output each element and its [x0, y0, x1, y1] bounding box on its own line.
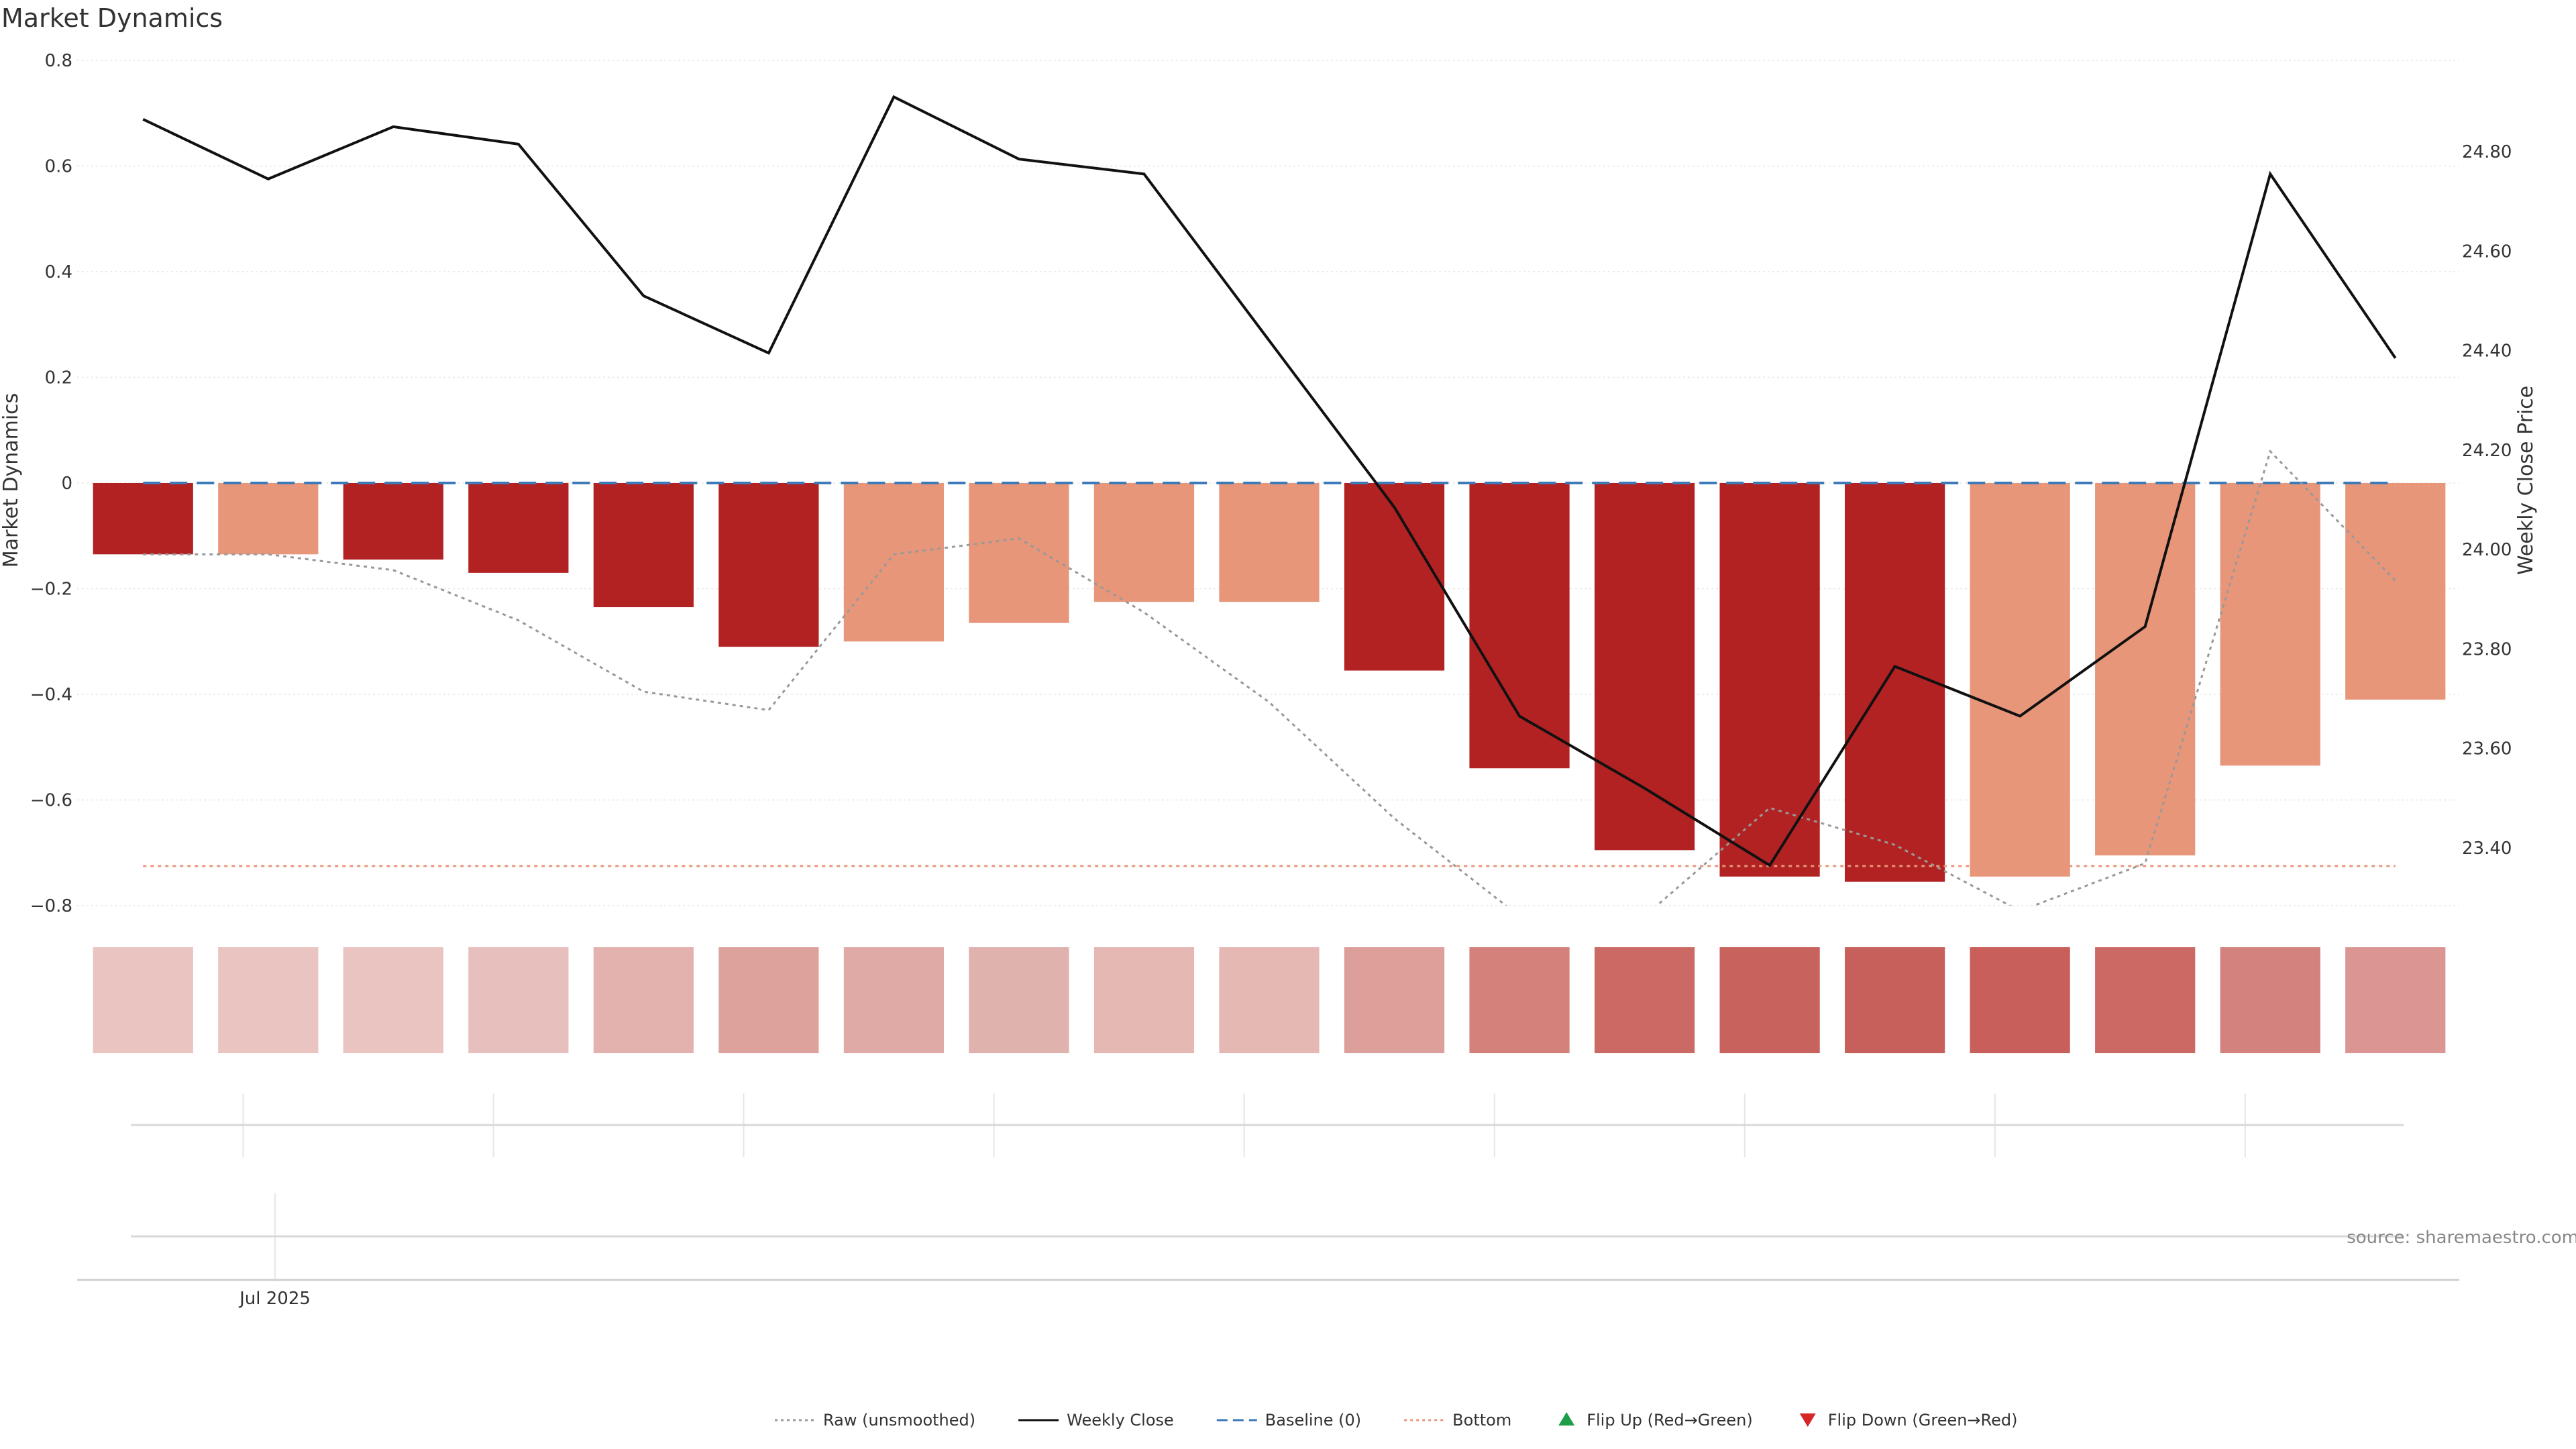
- right-axis-ticks: 24.80 24.60 24.40 24.20 24.00 23.80 23.60 23.40: [2462, 142, 2512, 859]
- y-tick-label: 0.4: [45, 262, 72, 282]
- y-tick-label: −0.4: [30, 685, 72, 705]
- bar: [1093, 483, 1195, 602]
- heat-cell: [1719, 947, 1820, 1053]
- heat-cell: [1970, 947, 2070, 1053]
- heat-cell: [1845, 947, 1945, 1053]
- bar: [218, 483, 319, 555]
- bar: [1845, 483, 1945, 882]
- heat-cell: [218, 947, 319, 1053]
- y-tick-label: 0.6: [45, 157, 72, 177]
- heat-cell: [1594, 947, 1695, 1053]
- bar: [1970, 483, 2070, 877]
- left-axis-ticks: 0.8 0.6 0.4 0.2 0 −0.2 −0.4 −0.6 −0.8: [30, 51, 72, 916]
- y2-tick-label: 24.60: [2462, 241, 2512, 262]
- bar: [843, 483, 945, 642]
- heat-cell: [969, 947, 1069, 1053]
- heat-cell: [468, 947, 569, 1053]
- heat-cell: [843, 947, 945, 1053]
- reference-lines: [143, 482, 2396, 867]
- bar: [2345, 483, 2446, 700]
- bar: [1344, 483, 1445, 671]
- legend-item: Raw (unsmoothed): [775, 1411, 975, 1430]
- y-tick-label: −0.8: [30, 896, 72, 916]
- y2-axis-label: Weekly Close Price: [2514, 386, 2538, 575]
- legend: Raw (unsmoothed) Weekly Close Baseline (0)…: [775, 1411, 2018, 1430]
- y2-tick-label: 23.80: [2462, 639, 2512, 659]
- heat-cell: [93, 947, 193, 1053]
- bar: [593, 483, 694, 608]
- chart-title: Market Dynamics: [1, 3, 223, 33]
- heat-cell: [2095, 947, 2196, 1053]
- heat-cell: [2220, 947, 2320, 1053]
- raw-line-layer: [143, 449, 2396, 906]
- bar: [468, 483, 569, 573]
- raw-line: [143, 449, 2396, 906]
- weekly-close-layer: [142, 95, 2397, 867]
- bar: [1594, 483, 1695, 851]
- date-axis-panel: Jul 2025: [77, 1193, 2459, 1309]
- y-tick-label: 0.8: [45, 51, 72, 71]
- bar: [2095, 483, 2196, 856]
- y-tick-label: −0.2: [30, 580, 72, 600]
- flip-down-icon: [1799, 1413, 1816, 1427]
- source-note: source: sharemaestro.com: [2347, 1228, 2576, 1248]
- legend-item: Bottom: [1404, 1411, 1511, 1430]
- y2-tick-label: 24.80: [2462, 142, 2512, 162]
- y-tick-label: 0: [61, 474, 72, 494]
- bar: [1469, 483, 1570, 769]
- legend-item: Flip Up (Red→Green): [1558, 1411, 1753, 1430]
- y-tick-label: −0.6: [30, 791, 72, 811]
- y-axis-label: Market Dynamics: [0, 393, 23, 568]
- bar: [969, 483, 1069, 623]
- y2-tick-label: 23.40: [2462, 839, 2512, 859]
- timeline-panel: [131, 1093, 2404, 1157]
- bar: [93, 483, 193, 555]
- heat-cell: [593, 947, 694, 1053]
- heat-cell: [343, 947, 443, 1053]
- bars-layer: [93, 483, 2446, 882]
- heat-cell: [1093, 947, 1195, 1053]
- date-tick-label: Jul 2025: [238, 1289, 311, 1309]
- heat-cell: [1344, 947, 1445, 1053]
- bar: [2220, 483, 2320, 766]
- legend-item: Flip Down (Green→Red): [1799, 1411, 2018, 1430]
- heat-cell: [2345, 947, 2446, 1053]
- legend-label: Weekly Close: [1067, 1411, 1174, 1430]
- y2-tick-label: 23.60: [2462, 739, 2512, 759]
- legend-label: Flip Down (Green→Red): [1828, 1411, 2018, 1430]
- heat-strip: [93, 947, 2446, 1053]
- legend-item: Weekly Close: [1018, 1411, 1174, 1430]
- legend-item: Baseline (0): [1216, 1411, 1361, 1430]
- y-tick-label: 0.2: [45, 368, 72, 388]
- bar: [343, 483, 443, 560]
- legend-label: Raw (unsmoothed): [823, 1411, 975, 1430]
- legend-label: Baseline (0): [1265, 1411, 1361, 1430]
- bar: [1719, 483, 1820, 877]
- weekly-close-line: [142, 95, 2397, 867]
- y2-tick-label: 24.00: [2462, 540, 2512, 560]
- flip-up-icon: [1558, 1412, 1575, 1426]
- bar: [1219, 483, 1320, 602]
- legend-label: Flip Up (Red→Green): [1587, 1411, 1753, 1430]
- heat-cell: [1469, 947, 1570, 1053]
- legend-label: Bottom: [1452, 1411, 1511, 1430]
- y2-tick-label: 24.40: [2462, 341, 2512, 362]
- bar: [718, 483, 819, 647]
- y2-tick-label: 24.20: [2462, 441, 2512, 461]
- heat-cell: [718, 947, 819, 1053]
- heat-cell: [1219, 947, 1320, 1053]
